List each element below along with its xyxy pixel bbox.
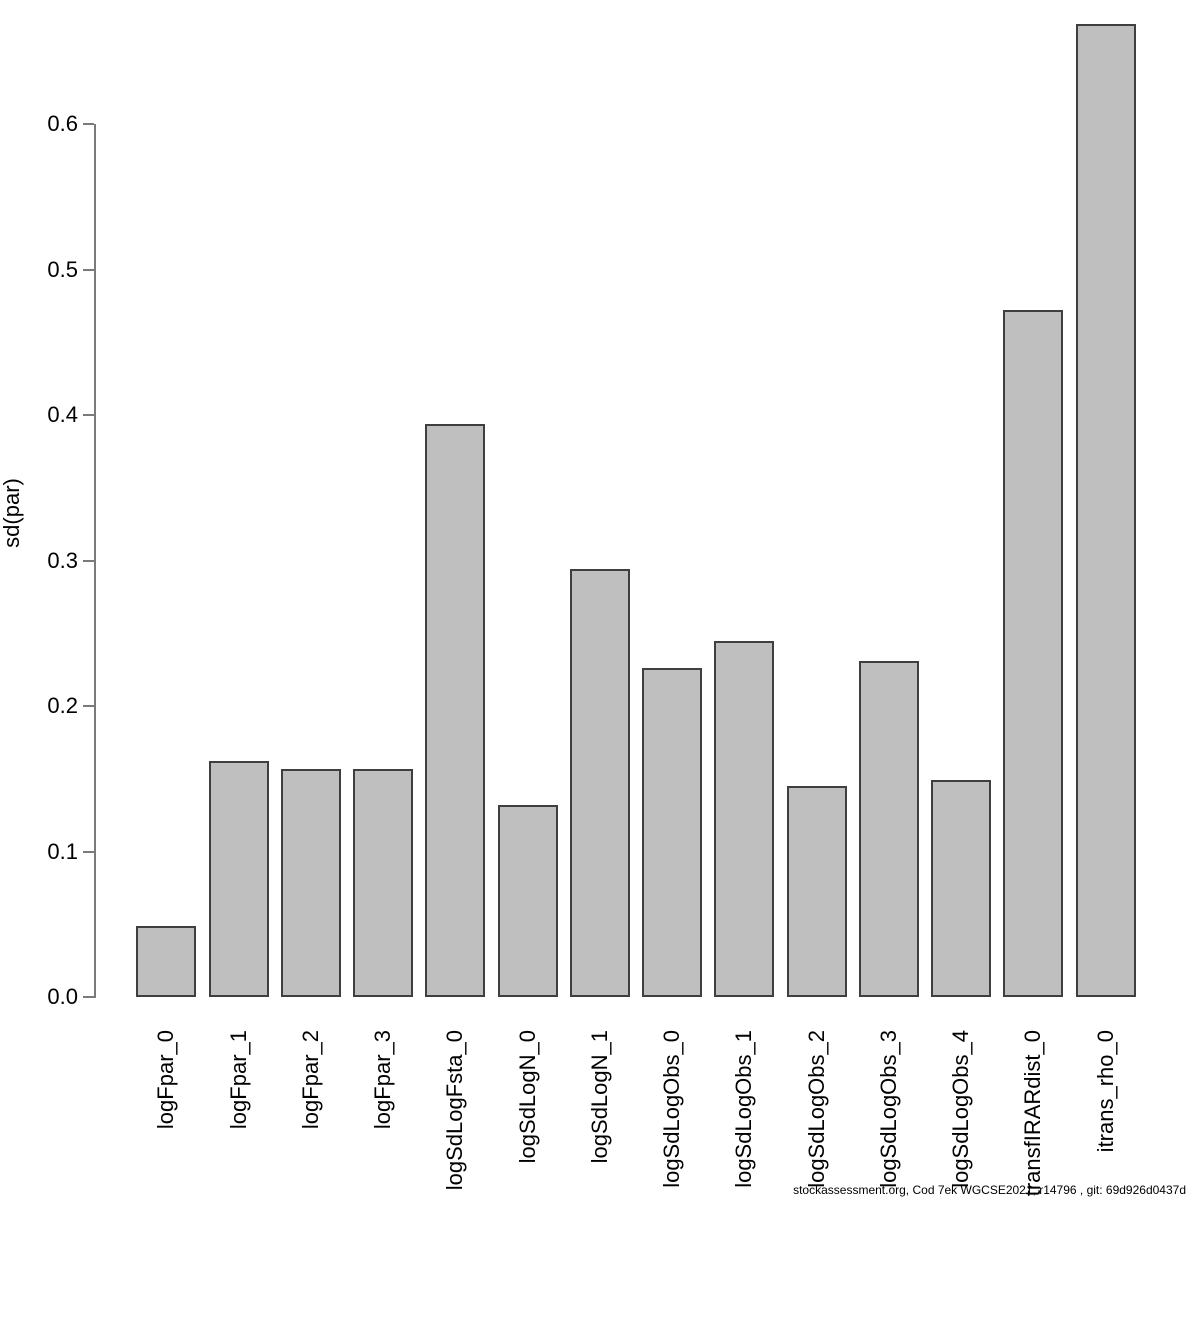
- y-tick-label-0.3: 0.3: [47, 547, 78, 573]
- bar-logSdLogN_1: [569, 569, 630, 997]
- x-label-transfIRARdist_0: transfIRARdist_0: [1020, 1030, 1046, 1197]
- y-tick-mark-0.2: [83, 705, 94, 707]
- x-label-logSdLogObs_1: logSdLogObs_1: [731, 1030, 757, 1188]
- y-tick-label-0.4: 0.4: [47, 402, 78, 427]
- x-label-logSdLogFsta_0: logSdLogFsta_0: [442, 1030, 468, 1191]
- x-label-logFpar_1: logFpar_1: [225, 1030, 251, 1130]
- bar-logSdLogN_0: [497, 804, 558, 997]
- y-tick-label-0.5: 0.5: [47, 256, 78, 282]
- x-label-logSdLogObs_3: logSdLogObs_3: [875, 1030, 901, 1188]
- y-tick-label-0.2: 0.2: [47, 693, 78, 718]
- x-label-logSdLogObs_4: logSdLogObs_4: [948, 1030, 974, 1188]
- y-tick-mark-0.6: [83, 123, 94, 125]
- y-tick-label-0.1: 0.1: [47, 838, 78, 864]
- bar-logFpar_2: [280, 768, 341, 997]
- y-axis-line: [94, 124, 96, 998]
- bar-logSdLogObs_4: [931, 780, 992, 997]
- bar-logSdLogObs_0: [642, 668, 703, 997]
- x-label-itrans_rho_0: itrans_rho_0: [1092, 1030, 1118, 1153]
- y-tick-mark-0.3: [83, 559, 94, 562]
- bar-logSdLogObs_1: [714, 640, 775, 997]
- x-label-logFpar_2: logFpar_2: [297, 1030, 323, 1130]
- footer-watermark: stockassessment.org, Cod 7ek WGCSE2021, …: [793, 1183, 1186, 1197]
- x-label-logSdLogObs_0: logSdLogObs_0: [659, 1030, 685, 1188]
- bar-transfIRARdist_0: [1003, 310, 1064, 997]
- y-tick-mark-0.5: [83, 268, 94, 271]
- bar-logFpar_3: [353, 768, 414, 997]
- bar-logSdLogObs_3: [858, 660, 919, 997]
- x-label-logSdLogN_0: logSdLogN_0: [514, 1030, 540, 1164]
- bar-logSdLogFsta_0: [425, 423, 486, 997]
- y-tick-mark-0.0: [83, 996, 94, 998]
- x-label-logFpar_0: logFpar_0: [153, 1030, 179, 1130]
- bar-itrans_rho_0: [1075, 23, 1136, 997]
- x-label-logSdLogN_1: logSdLogN_1: [586, 1030, 612, 1164]
- y-tick-mark-0.1: [83, 850, 94, 853]
- bar-logSdLogObs_2: [786, 786, 847, 997]
- y-axis-title: sd(par): [0, 478, 24, 548]
- bar-logFpar_1: [208, 761, 269, 997]
- x-label-logFpar_3: logFpar_3: [370, 1030, 396, 1130]
- y-tick-label-0.6: 0.6: [47, 111, 78, 136]
- y-tick-label-0.0: 0.0: [47, 984, 78, 1009]
- y-tick-mark-0.4: [83, 414, 94, 416]
- barplot-figure: sd(par) 0.0 0.1 0.2 0.3 0.4 0.5 0.6 logFpar_0 l…: [0, 23, 1186, 1197]
- x-label-logSdLogObs_2: logSdLogObs_2: [803, 1030, 829, 1188]
- bar-logFpar_0: [136, 925, 197, 997]
